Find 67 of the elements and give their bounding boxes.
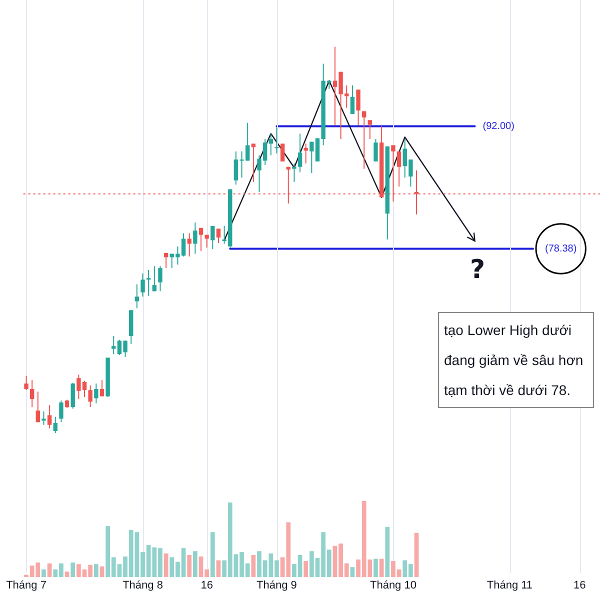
candlestick: [24, 375, 28, 391]
bar: [94, 564, 98, 577]
candlestick: [134, 284, 140, 309]
bar: [70, 562, 76, 577]
candlestick: [216, 228, 221, 244]
candlestick: [251, 143, 256, 182]
bar: [187, 554, 192, 577]
bar: [192, 551, 198, 577]
bar: [379, 558, 384, 577]
candlestick: [140, 272, 145, 298]
candlestick: [59, 400, 64, 423]
candlestick: [42, 410, 46, 426]
candlestick: [362, 110, 366, 170]
candlestick: [280, 143, 285, 162]
bar: [47, 563, 52, 577]
bar: [42, 569, 46, 577]
annotation: tạm thời về dưới 78.: [444, 381, 572, 400]
candlestick: [88, 384, 92, 408]
bar: [374, 558, 378, 577]
bar: [304, 561, 308, 577]
x-tick-label: Tháng 10: [370, 579, 416, 592]
candlestick: [152, 266, 157, 292]
bar: [251, 554, 256, 577]
candlestick: [164, 252, 168, 269]
bar: [414, 532, 419, 577]
bar: [64, 572, 70, 577]
candlestick: [53, 416, 58, 434]
bar: [100, 566, 104, 577]
candlestick: [204, 234, 209, 248]
x-tick-label: Tháng 9: [256, 579, 297, 592]
bar: [216, 560, 221, 577]
bar: [385, 526, 390, 577]
annotation: tạo Lower High dưới: [444, 321, 573, 340]
bar: [210, 532, 215, 577]
candlestick: [396, 150, 402, 188]
candlestick: [274, 126, 279, 154]
x-tick-label: Tháng 11: [486, 579, 533, 592]
candlestick: [210, 225, 215, 250]
candlestick: [94, 383, 98, 404]
annotation: đang giảm về sâu hơn: [444, 351, 584, 370]
x-tick-label: 16: [200, 579, 213, 592]
candlestick: [30, 380, 34, 408]
candlestick: [268, 133, 273, 156]
series-label: (92.00): [482, 121, 514, 132]
candlestick: [146, 269, 151, 296]
x-tick-label: Tháng 7: [6, 579, 46, 592]
candlestick: [193, 222, 198, 254]
x-tick-label: Tháng 8: [122, 579, 163, 592]
candlestick: [356, 89, 360, 126]
candlestick: [368, 120, 372, 140]
candlestick: [298, 133, 302, 173]
candlestick: [70, 382, 75, 410]
candlestick: [47, 404, 52, 429]
candlestick: [158, 266, 162, 292]
series-label: (78.38): [545, 243, 577, 254]
bar: [164, 553, 168, 577]
annotation: ?: [470, 255, 486, 285]
candlestick: [36, 391, 40, 423]
candlestick: [112, 336, 116, 355]
candlestick: [350, 84, 355, 114]
candlestick: [374, 138, 378, 162]
x-tick-label: 16: [573, 579, 586, 592]
candlestick: [100, 380, 104, 397]
candlestick: [187, 232, 192, 257]
candlestick: [198, 227, 204, 252]
bar: [350, 567, 355, 577]
candlestick: [292, 162, 296, 182]
